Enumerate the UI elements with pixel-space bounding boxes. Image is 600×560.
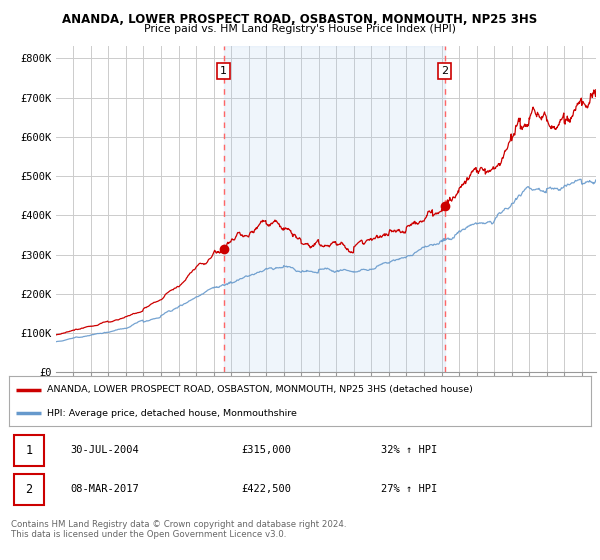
Text: £315,000: £315,000 xyxy=(242,445,292,455)
Text: 1: 1 xyxy=(25,444,32,457)
Text: Price paid vs. HM Land Registry's House Price Index (HPI): Price paid vs. HM Land Registry's House … xyxy=(144,24,456,34)
Text: 1: 1 xyxy=(220,66,227,76)
Text: ANANDA, LOWER PROSPECT ROAD, OSBASTON, MONMOUTH, NP25 3HS (detached house): ANANDA, LOWER PROSPECT ROAD, OSBASTON, M… xyxy=(47,385,473,394)
FancyBboxPatch shape xyxy=(14,474,44,505)
Text: Contains HM Land Registry data © Crown copyright and database right 2024.
This d: Contains HM Land Registry data © Crown c… xyxy=(11,520,346,539)
Text: 08-MAR-2017: 08-MAR-2017 xyxy=(70,484,139,494)
Text: 2: 2 xyxy=(25,483,32,496)
Text: 30-JUL-2004: 30-JUL-2004 xyxy=(70,445,139,455)
Text: ANANDA, LOWER PROSPECT ROAD, OSBASTON, MONMOUTH, NP25 3HS: ANANDA, LOWER PROSPECT ROAD, OSBASTON, M… xyxy=(62,13,538,26)
FancyBboxPatch shape xyxy=(14,435,44,465)
Text: £422,500: £422,500 xyxy=(242,484,292,494)
Bar xyxy=(224,46,445,372)
Text: 27% ↑ HPI: 27% ↑ HPI xyxy=(382,484,438,494)
Text: 32% ↑ HPI: 32% ↑ HPI xyxy=(382,445,438,455)
Text: 2: 2 xyxy=(441,66,448,76)
Text: HPI: Average price, detached house, Monmouthshire: HPI: Average price, detached house, Monm… xyxy=(47,409,297,418)
